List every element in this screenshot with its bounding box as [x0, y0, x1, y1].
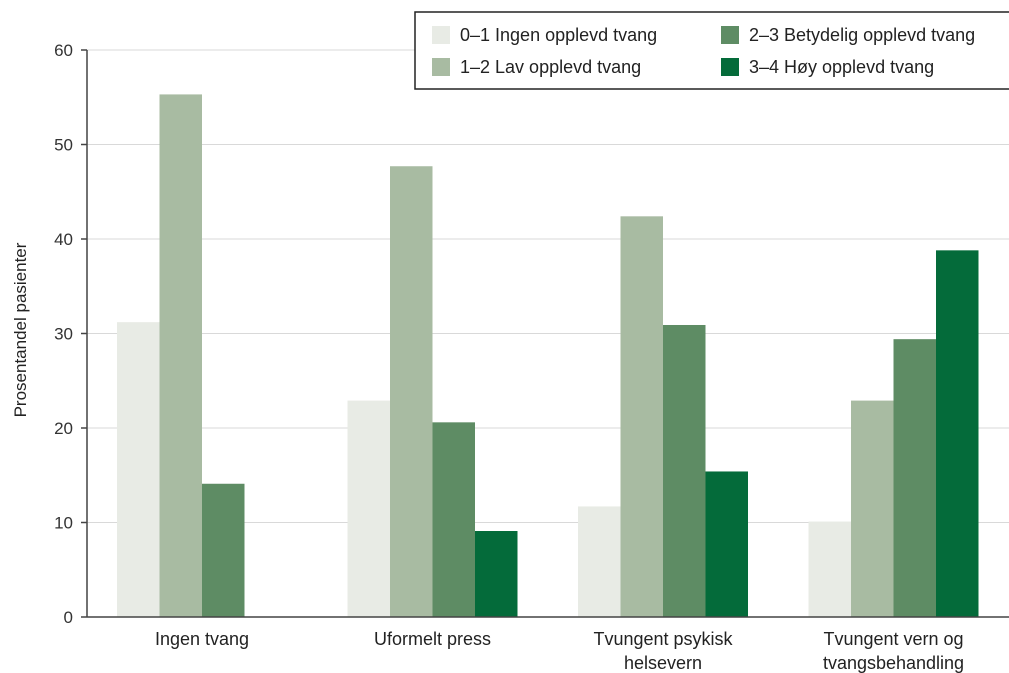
bar: [117, 322, 160, 617]
bar: [663, 324, 706, 617]
y-tick-label: 0: [64, 608, 73, 627]
axes: 0 10 20 30 40 50 60 Ingen tvang Uformelt press Tv…: [54, 41, 1009, 673]
bar: [620, 216, 663, 617]
legend-label: 0–1 Ingen opplevd tvang: [460, 25, 657, 45]
bar: [432, 422, 475, 617]
bar: [851, 400, 894, 617]
bars: [117, 94, 979, 618]
y-axis-label: Prosentandel pasienter: [11, 242, 30, 417]
y-tick-label: 10: [54, 514, 73, 533]
bar: [893, 339, 936, 617]
x-tick-label: Uformelt press: [374, 629, 491, 649]
x-tick-label: Tvungent vern og tvangsbehandling: [823, 629, 964, 673]
legend-label: 2–3 Betydelig opplevd tvang: [749, 25, 975, 45]
legend-swatch: [721, 26, 739, 44]
bar: [936, 250, 979, 617]
bar: [705, 471, 748, 617]
x-tick-label: Tvungent psykisk helsevern: [593, 629, 733, 673]
y-tick-label: 30: [54, 325, 73, 344]
x-tick-label: Ingen tvang: [155, 629, 249, 649]
legend-swatch: [432, 58, 450, 76]
y-tick-label: 20: [54, 419, 73, 438]
bar: [202, 483, 245, 617]
legend-label: 3–4 Høy opplevd tvang: [749, 57, 934, 77]
y-tick-label: 50: [54, 136, 73, 155]
legend-swatch: [432, 26, 450, 44]
bar: [475, 531, 518, 617]
bar: [159, 94, 202, 618]
bar: [578, 506, 621, 617]
legend: 0–1 Ingen opplevd tvang 1–2 Lav opplevd t…: [414, 11, 1009, 90]
legend-label: 1–2 Lav opplevd tvang: [460, 57, 641, 77]
bar: [390, 166, 433, 618]
y-tick-label: 60: [54, 41, 73, 60]
legend-box: [414, 11, 1009, 90]
legend-swatch: [721, 58, 739, 76]
bar: [347, 400, 390, 617]
bar: [808, 521, 851, 617]
y-tick-label: 40: [54, 230, 73, 249]
